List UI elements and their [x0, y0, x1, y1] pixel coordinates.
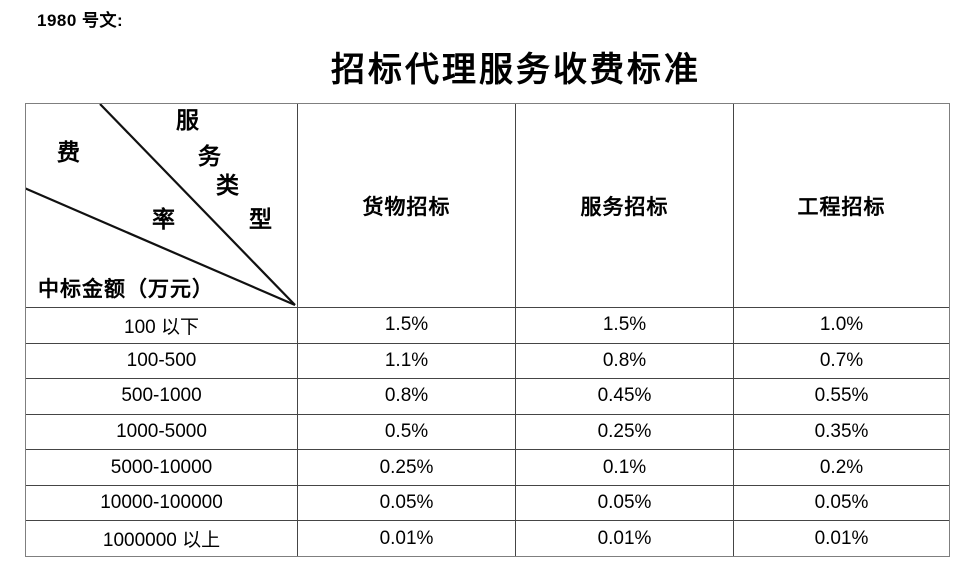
row-amount: 100 以下: [26, 307, 297, 343]
corner-service-type-char: 服: [176, 108, 199, 133]
row-amount: 5000-10000: [26, 449, 297, 485]
corner-rate-char: 率: [152, 207, 175, 232]
rate-cell: 1.5%: [515, 307, 733, 343]
rate-cell: 0.01%: [733, 520, 949, 556]
corner-service-type-char: 务: [198, 144, 221, 169]
rate-cell: 0.45%: [515, 378, 733, 414]
column-header-goods: 货物招标: [297, 104, 515, 307]
fee-standard-table: 服 务 类 型 费 率 中标金额（万元） 货物招标 服务招标 工程招标 100 …: [25, 103, 950, 557]
row-amount: 1000-5000: [26, 413, 297, 450]
rate-cell: 0.05%: [297, 484, 515, 521]
corner-service-type-char: 类: [216, 173, 239, 198]
column-header-engineering: 工程招标: [733, 104, 949, 307]
row-amount: 500-1000: [26, 378, 297, 414]
column-header-service: 服务招标: [515, 104, 733, 307]
rate-cell: 0.01%: [515, 520, 733, 556]
rate-cell: 0.25%: [515, 413, 733, 450]
rate-cell: 0.25%: [297, 449, 515, 485]
table-corner-cell: 服 务 类 型 费 率 中标金额（万元）: [26, 104, 297, 307]
corner-rate-char: 费: [57, 140, 80, 165]
page-title: 招标代理服务收费标准: [331, 52, 701, 89]
corner-service-type-char: 型: [249, 207, 272, 232]
rate-cell: 0.1%: [515, 449, 733, 485]
row-amount: 1000000 以上: [26, 520, 297, 556]
rate-cell: 0.8%: [297, 378, 515, 414]
row-amount: 10000-100000: [26, 484, 297, 521]
row-amount: 100-500: [26, 342, 297, 379]
corner-amount-label: 中标金额（万元）: [38, 277, 214, 301]
rate-cell: 0.2%: [733, 449, 949, 485]
rate-cell: 0.05%: [733, 484, 949, 521]
rate-cell: 0.5%: [297, 413, 515, 450]
rate-cell: 0.8%: [515, 342, 733, 379]
rate-cell: 1.0%: [733, 307, 949, 343]
rate-cell: 0.05%: [515, 484, 733, 521]
rate-cell: 0.35%: [733, 413, 949, 450]
rate-cell: 0.55%: [733, 378, 949, 414]
rate-cell: 0.01%: [297, 520, 515, 556]
rate-cell: 1.1%: [297, 342, 515, 379]
rate-cell: 1.5%: [297, 307, 515, 343]
doc-number-label: 1980 号文:: [37, 11, 124, 30]
diagonal-divider-lines: [26, 104, 296, 307]
rate-cell: 0.7%: [733, 342, 949, 379]
